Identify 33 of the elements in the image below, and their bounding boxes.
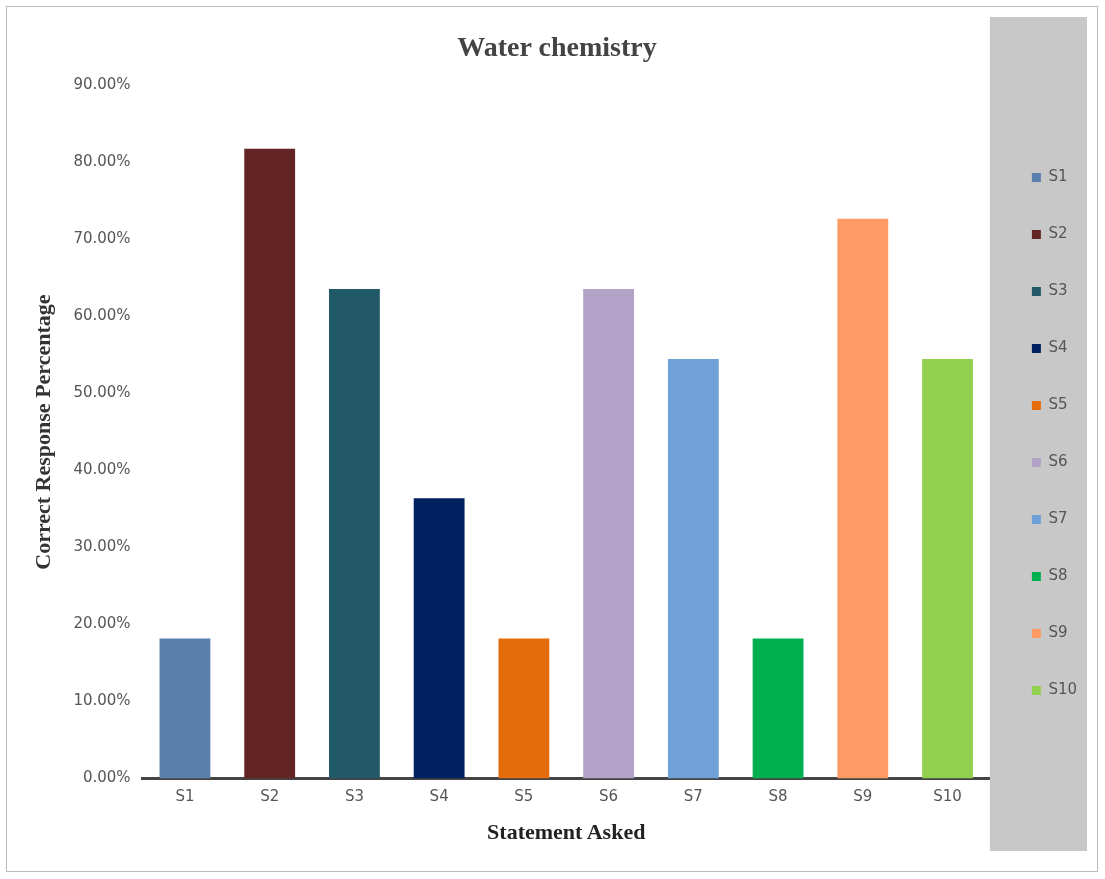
y-tick-label: 80.00% bbox=[73, 152, 131, 171]
y-tick-label: 20.00% bbox=[73, 614, 131, 633]
x-axis-title: Statement Asked bbox=[487, 819, 646, 845]
x-tick-label: S9 bbox=[853, 787, 873, 806]
y-tick-label: 90.00% bbox=[73, 75, 131, 94]
y-axis-title: Correct Response Percentage bbox=[29, 294, 55, 570]
y-tick-label: 30.00% bbox=[73, 537, 131, 556]
legend-label: S8 bbox=[1048, 566, 1068, 585]
legend-label: S10 bbox=[1048, 680, 1077, 699]
y-tick-label: 10.00% bbox=[73, 691, 131, 710]
y-tick-label: 70.00% bbox=[73, 229, 131, 248]
x-tick-label: S5 bbox=[514, 787, 534, 806]
x-tick-label: S1 bbox=[175, 787, 195, 806]
legend-label: S7 bbox=[1048, 509, 1068, 528]
x-tick-label: S8 bbox=[768, 787, 788, 806]
y-tick-label: 40.00% bbox=[73, 460, 131, 479]
legend-label: S6 bbox=[1048, 452, 1068, 471]
chart-title: Water chemistry bbox=[457, 31, 657, 63]
legend-label: S1 bbox=[1048, 167, 1068, 186]
x-tick-label: S2 bbox=[260, 787, 280, 806]
x-tick-label: S10 bbox=[933, 787, 962, 806]
y-tick-label: 60.00% bbox=[73, 306, 131, 325]
x-tick-label: S7 bbox=[683, 787, 703, 806]
y-tick-label: 0.00% bbox=[82, 768, 131, 787]
legend-label: S5 bbox=[1048, 395, 1068, 414]
x-tick-label: S6 bbox=[599, 787, 619, 806]
legend-label: S3 bbox=[1048, 281, 1068, 300]
x-tick-label: S3 bbox=[344, 787, 364, 806]
legend-label: S2 bbox=[1048, 224, 1068, 243]
x-tick-label: S4 bbox=[429, 787, 449, 806]
legend-label: S4 bbox=[1048, 338, 1068, 357]
y-tick-label: 50.00% bbox=[73, 383, 131, 402]
legend-label: S9 bbox=[1048, 623, 1068, 642]
